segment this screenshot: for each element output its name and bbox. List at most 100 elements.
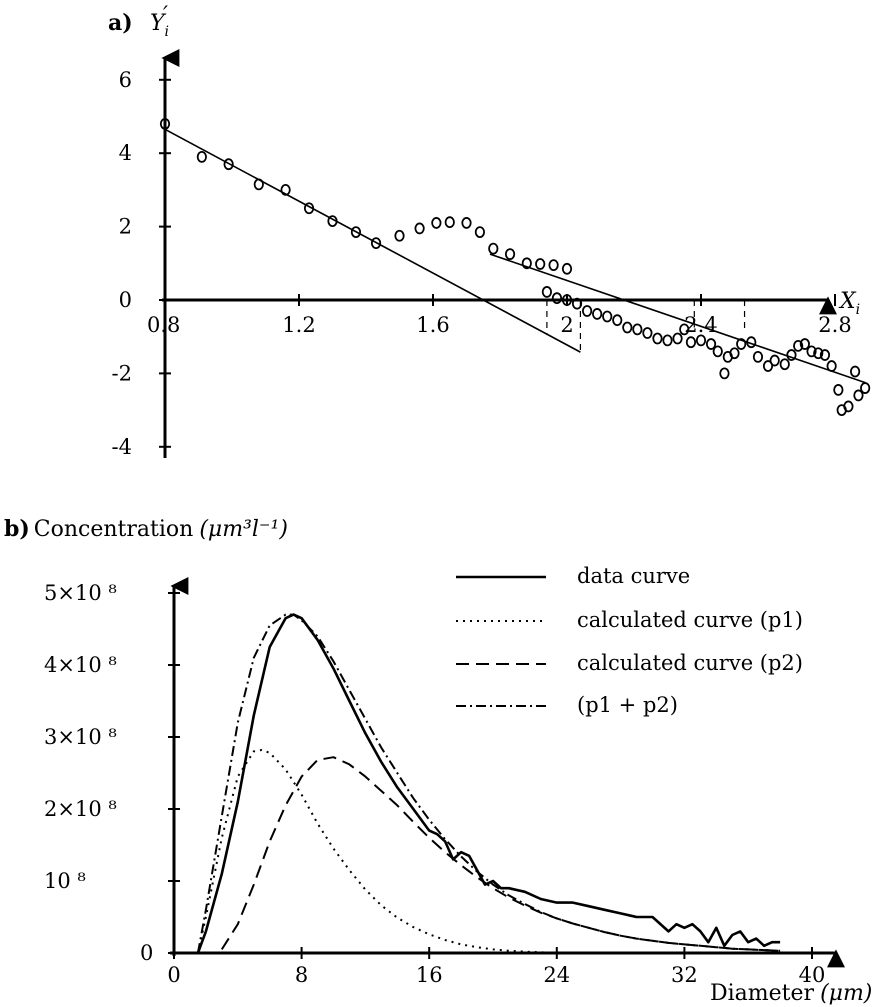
data-point [612,314,623,327]
y-tick-label: 2×10 ⁸ [44,797,117,821]
data-point [571,297,583,310]
data-point [541,286,553,298]
data-point [561,262,573,275]
legend-label: data curve [577,564,690,588]
data-point [474,226,485,239]
data-point [843,400,854,413]
data-point [813,347,824,360]
y-tick-label: 2 [119,215,132,239]
panel-a-points [159,117,871,417]
data-point [652,332,663,345]
data-point [602,310,613,323]
data-point [806,345,817,358]
data-point [303,202,315,215]
panel-b-legend: data curve calculated curve (p1) calcula… [456,564,803,717]
data-point [705,338,717,350]
y-tick-label: 5×10 ⁸ [44,581,117,605]
data-point [833,384,844,396]
y-tick-label: 3×10 ⁸ [44,725,117,749]
data-point [196,150,207,163]
x-tick-label: 0 [167,963,180,987]
x-tick-label: 1.2 [282,313,315,337]
legend-label: calculated curve (p2) [577,651,803,675]
data-point [504,248,516,261]
data-point [327,215,338,227]
data-point [786,349,797,361]
x-tick-label: 24 [543,963,570,987]
panel-a-x-ticks: 0.8 1.2 1.6 2 2.4 2.8 [147,294,852,337]
panel-a-dashed-markers [546,300,746,353]
data-point [394,229,405,242]
data-point [551,292,563,305]
panel-b-lines: b) Concentration (μm³l⁻¹) Diameter (μm) 0 8 1… [4,516,872,1006]
data-point [444,216,455,229]
panel-a-x-axis-title: Xi [838,289,860,318]
data-point [819,349,831,361]
data-point [592,308,603,320]
legend-label: (p1 + p2) [577,693,678,717]
data-point [685,336,697,349]
x-tick-label: 40 [799,963,826,987]
y-tick-label: 0 [119,288,132,312]
x-tick-label: 32 [671,963,698,987]
panel-b-series [196,613,781,954]
data-point [581,305,593,317]
data-point [414,222,425,235]
y-tick-label: 4×10 ⁸ [44,653,117,677]
data-point [488,242,499,255]
data-point [853,389,864,402]
x-tick-label: 0.8 [147,313,180,337]
data-point [746,336,757,349]
y-tick-label: 10 ⁸ [44,869,86,893]
x-tick-label: 2 [560,313,573,337]
data-point [695,334,707,347]
data-point [719,367,730,380]
series-dashdot-line [196,613,781,954]
x-tick-label: 16 [416,963,443,987]
data-point [729,347,740,360]
data-point [762,360,774,372]
data-point [223,158,234,171]
x-tick-label: 8 [295,963,308,987]
legend-item-p1: calculated curve (p1) [456,608,803,632]
data-point [642,327,653,339]
legend-item-p2: calculated curve (p2) [456,651,803,675]
data-point [712,345,723,358]
panel-a-fit-lines [164,128,866,384]
panel-b-x-axis-title: Diameter (μm) [710,981,872,1006]
panel-a-y-ticks: 6 4 2 0 -2 -4 [112,68,171,459]
data-point [826,360,837,372]
y-tick-label: -4 [112,435,132,459]
data-point [350,226,362,239]
legend-item-sum: (p1 + p2) [456,693,678,717]
panel-a-label: a) [108,10,133,36]
series-dashed-line [220,756,781,952]
data-point [622,321,633,334]
data-point [662,334,673,347]
y-tick-label: 4 [119,141,132,165]
y-tick-label: -2 [112,361,132,385]
data-point [860,382,871,394]
panel-a-scatter: a) Yi′ Xi 0.8 1.2 1.6 2 2.4 2.8 6 4 2 0 -2 -4 [108,3,871,459]
data-point [431,217,442,229]
panel-a-y-axis-title: Yi′ [150,3,169,40]
data-point [799,338,810,350]
data-point [672,332,683,345]
data-point [159,117,171,130]
data-point [793,339,804,352]
data-point [736,338,747,350]
data-point [521,257,532,270]
fit-line-2 [489,253,866,384]
data-point [548,259,559,272]
y-tick-label: 0 [140,941,153,965]
data-point [632,323,643,336]
data-point [752,350,764,363]
legend-item-data-curve: data curve [456,564,690,588]
panel-b-y-ticks: 5×10 ⁸ 4×10 ⁸ 3×10 ⁸ 2×10 ⁸ 10 ⁸ 0 [44,581,180,965]
x-tick-label: 2.8 [818,313,851,337]
panel-b-y-axis-title: b) Concentration (μm³l⁻¹) [4,516,288,542]
data-point [280,183,291,196]
y-tick-label: 6 [119,68,132,92]
data-point [779,358,790,371]
